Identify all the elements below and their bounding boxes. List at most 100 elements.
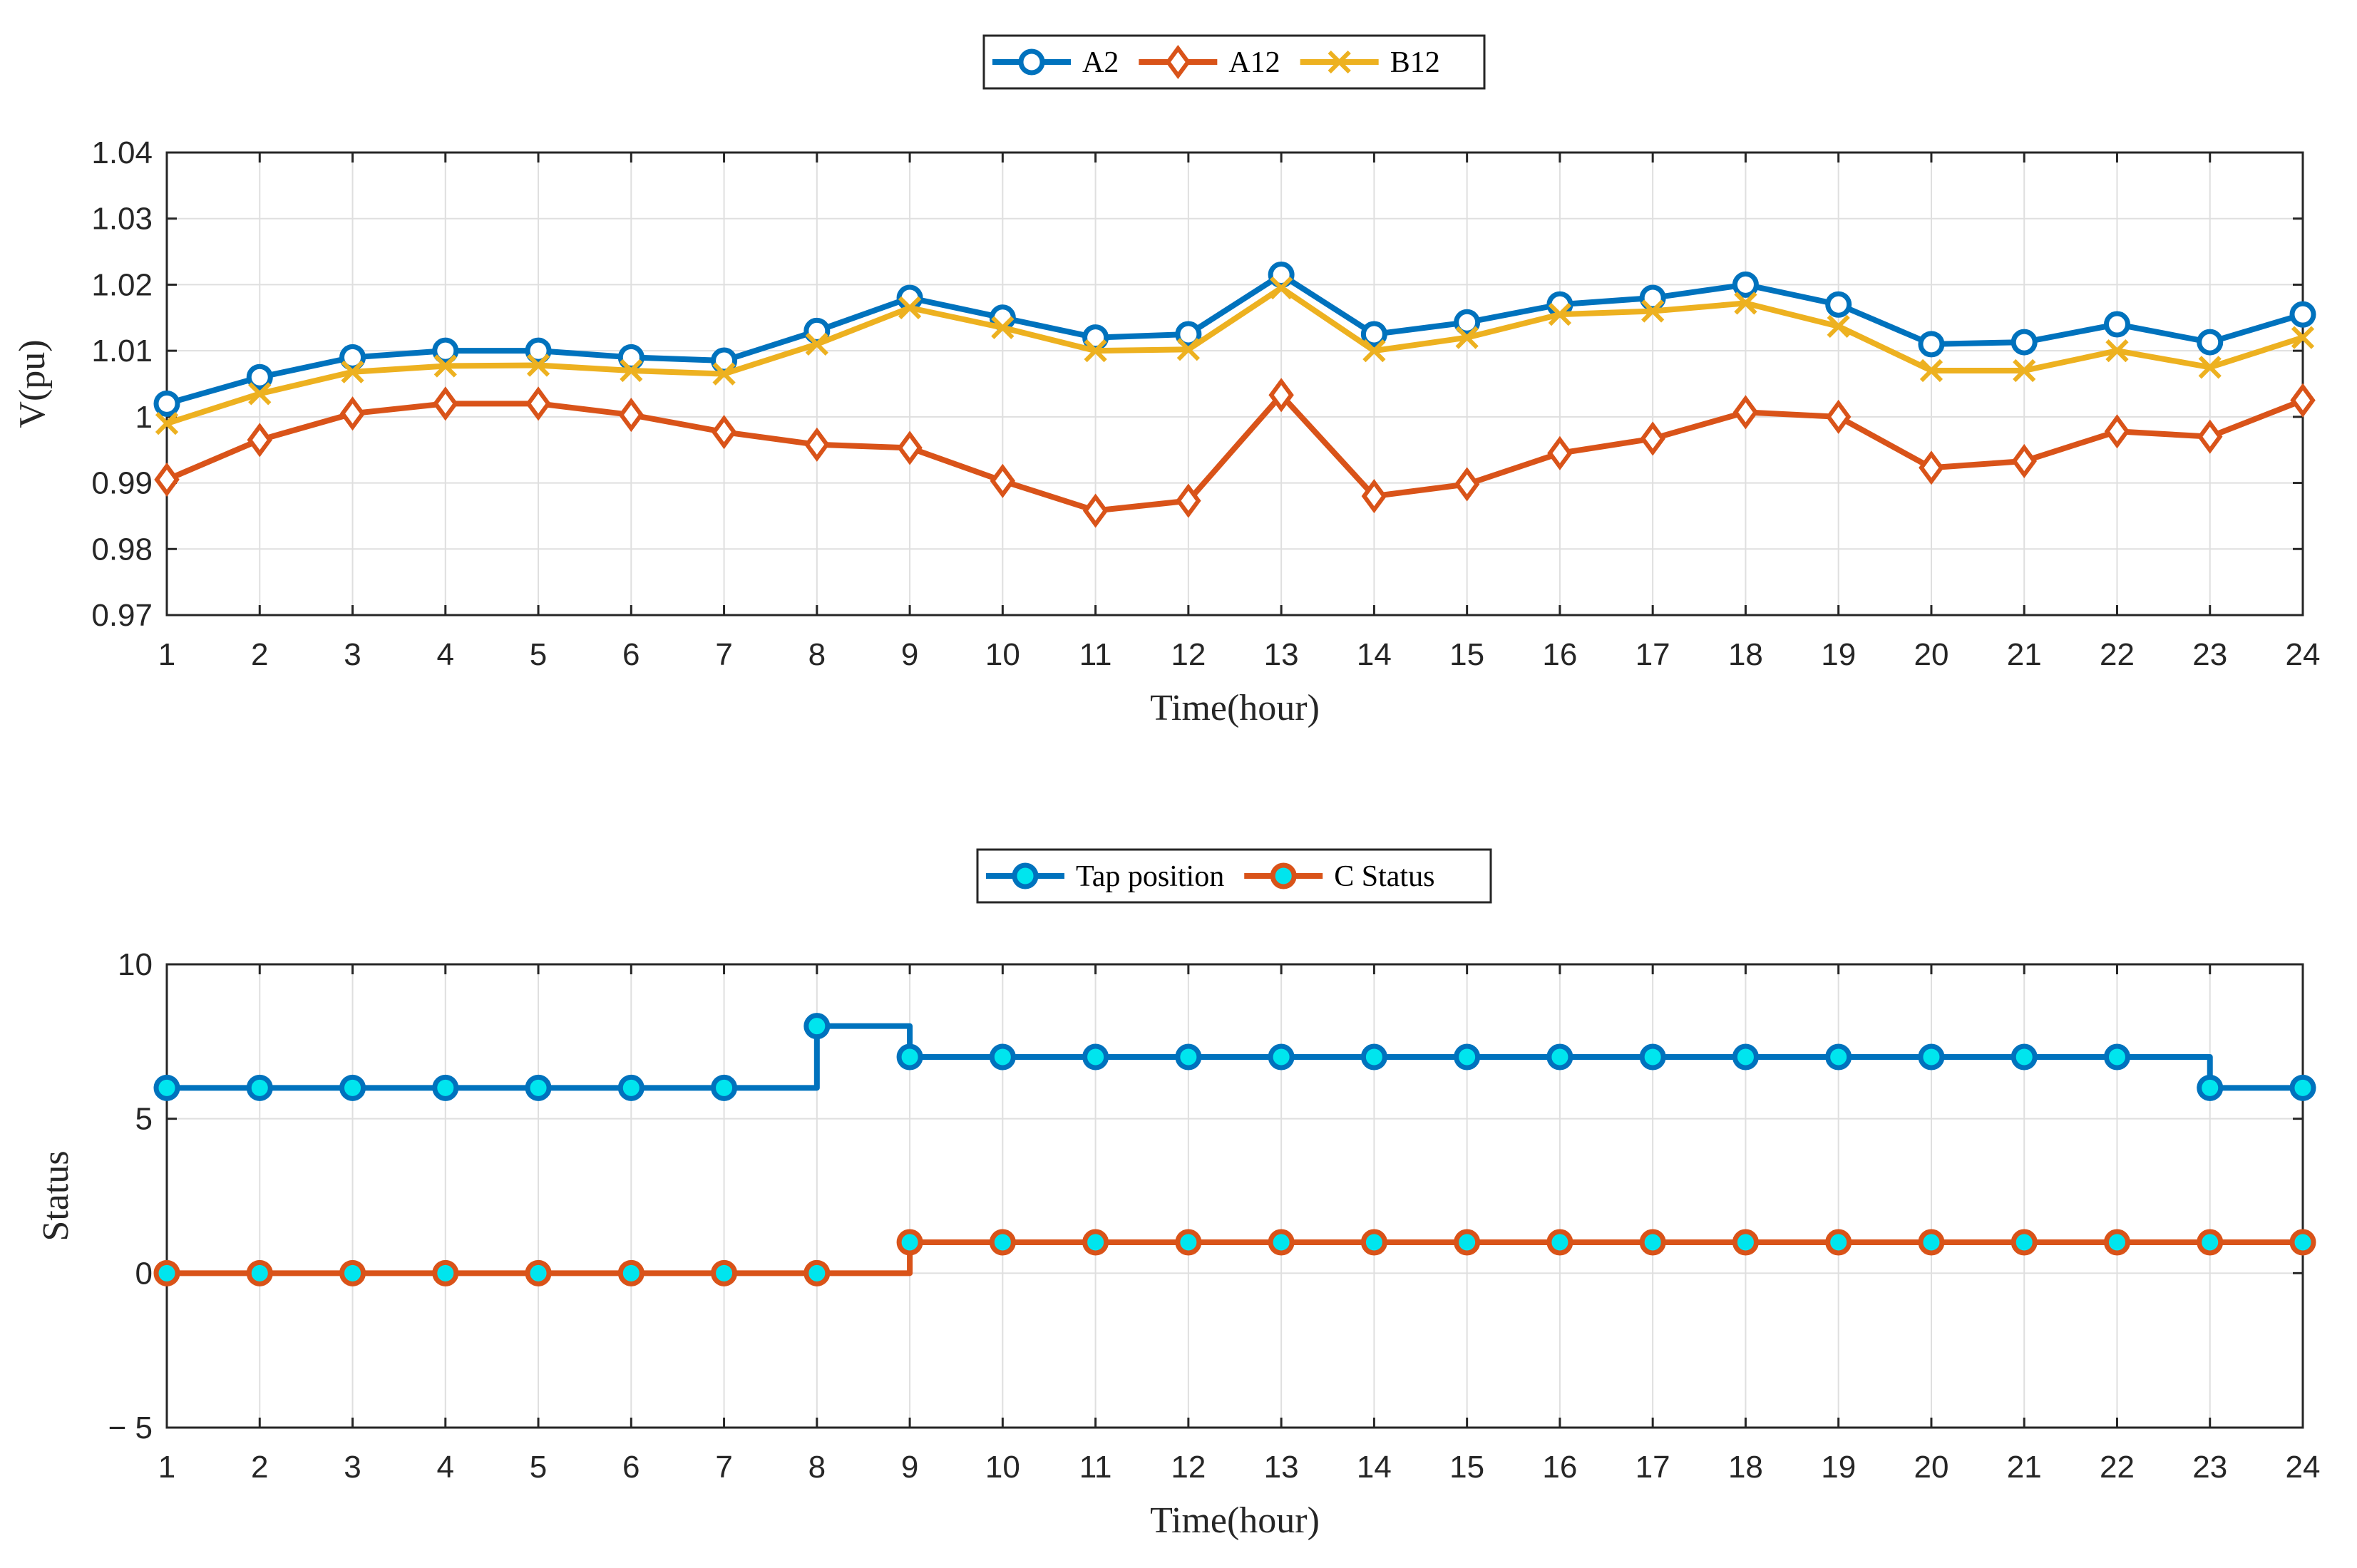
data-point: [1639, 1043, 1666, 1071]
axes-box: [165, 151, 2304, 617]
data-point: [989, 1229, 1016, 1256]
data-point: [803, 1013, 831, 1040]
series-line: [167, 1023, 2303, 1091]
y-tick-label: 0.99: [91, 466, 153, 501]
data-point: [1360, 1229, 1387, 1256]
data-point: [1918, 331, 1945, 358]
y-tick-label: 1.01: [91, 334, 153, 368]
x-tick-label: 2: [251, 637, 268, 672]
data-point: [153, 1259, 180, 1286]
x-tick-label: 1: [158, 1450, 175, 1485]
x-tick-label: 18: [1728, 1450, 1763, 1485]
legend: A2 A12 B12: [982, 34, 1486, 90]
x-tick-label: 7: [715, 1450, 732, 1485]
series-line: [165, 285, 2304, 426]
x-tick-label: 10: [985, 1450, 1020, 1485]
x-tick-label: 13: [1264, 637, 1299, 672]
x-tick-label: 7: [715, 637, 732, 672]
data-point: [896, 1229, 923, 1256]
legend-marker: [1270, 862, 1297, 889]
data-point: [1455, 326, 1479, 349]
x-tick-label: 13: [1264, 1450, 1299, 1485]
data-point: [803, 1259, 831, 1286]
legend-entry-c-status: C Status: [1244, 860, 1434, 893]
x-tick-label: 21: [2007, 1450, 2042, 1485]
legend-marker: [1328, 50, 1351, 74]
x-tick-label: 11: [1079, 1450, 1112, 1485]
x-tick-label: 23: [2192, 1450, 2227, 1485]
x-tick-label: 9: [901, 637, 918, 672]
data-point: [1640, 421, 1665, 456]
data-point: [525, 337, 552, 364]
y-axis-label: Status: [36, 1150, 76, 1241]
x-tick-label: 8: [808, 1450, 826, 1485]
x-tick-label: 24: [2286, 1450, 2321, 1485]
data-point: [2197, 1229, 2224, 1256]
x-tick-label: 24: [2286, 637, 2321, 672]
legend-marker: [1012, 862, 1039, 889]
data-point: [1176, 338, 1200, 361]
data-point: [1268, 378, 1294, 413]
data-point: [990, 463, 1016, 498]
data-point: [711, 415, 737, 450]
x-tick-label: 3: [344, 1450, 361, 1485]
data-point: [1732, 271, 1759, 298]
y-tick-label: 10: [118, 947, 153, 982]
data-point: [2289, 1229, 2316, 1256]
x-tick-label: 19: [1821, 637, 1856, 672]
data-point: [1918, 1229, 1945, 1256]
legend: Tap position C Status: [976, 848, 1492, 904]
data-point: [1454, 467, 1480, 502]
data-point: [432, 1259, 459, 1286]
data-point: [433, 386, 458, 421]
data-point: [1918, 1043, 1945, 1071]
data-point: [1547, 435, 1573, 470]
legend-marker: [1018, 48, 1045, 76]
data-point: [155, 412, 179, 435]
data-point: [1919, 450, 1944, 485]
data-point: [1082, 493, 1109, 528]
legend-entry-a2: A2: [992, 46, 1119, 79]
data-point: [2291, 326, 2315, 349]
data-point: [2289, 301, 2316, 328]
data-point: [1548, 303, 1572, 326]
x-tick-label: 20: [1914, 1450, 1948, 1485]
data-point: [805, 332, 828, 356]
y-tick-label: 1: [135, 400, 153, 435]
data-point: [1825, 1043, 1852, 1071]
x-tick-label: 15: [1449, 1450, 1484, 1485]
data-point: [153, 1074, 180, 1101]
data-point: [2013, 359, 2036, 383]
x-tick-label: 20: [1914, 637, 1948, 672]
data-point: [1732, 1043, 1759, 1071]
x-tick-label: 16: [1542, 1450, 1577, 1485]
data-point: [804, 427, 830, 462]
data-point: [1082, 1043, 1109, 1071]
data-point: [1732, 395, 1759, 430]
data-point: [896, 1043, 923, 1071]
data-point: [2103, 1043, 2130, 1071]
data-point: [897, 430, 923, 465]
chart-panel-2: 1 2 3 4 5 6 7 8 9 10 11 12 13 14 15 16 17 18 19 20 21 22 23 24−…: [36, 848, 2321, 1541]
y-tick-label: − 5: [108, 1410, 153, 1445]
legend-label: A2: [1082, 46, 1119, 79]
data-point: [246, 1259, 273, 1286]
data-point: [525, 1259, 552, 1286]
data-point: [246, 363, 273, 391]
data-point: [1546, 1043, 1573, 1071]
data-point: [341, 360, 364, 383]
data-point: [1082, 1229, 1109, 1256]
data-point: [247, 423, 272, 458]
data-point: [711, 1074, 738, 1101]
data-point: [2103, 311, 2130, 338]
x-tick-label: 3: [344, 637, 361, 672]
data-point: [2011, 329, 2038, 356]
data-point: [1546, 1229, 1573, 1256]
data-point: [339, 396, 366, 431]
data-point: [248, 382, 272, 406]
y-tick-label: 0: [135, 1256, 153, 1291]
data-point: [2197, 419, 2223, 454]
data-point: [154, 462, 180, 497]
data-point: [525, 1074, 552, 1101]
x-tick-label: 1: [158, 637, 175, 672]
